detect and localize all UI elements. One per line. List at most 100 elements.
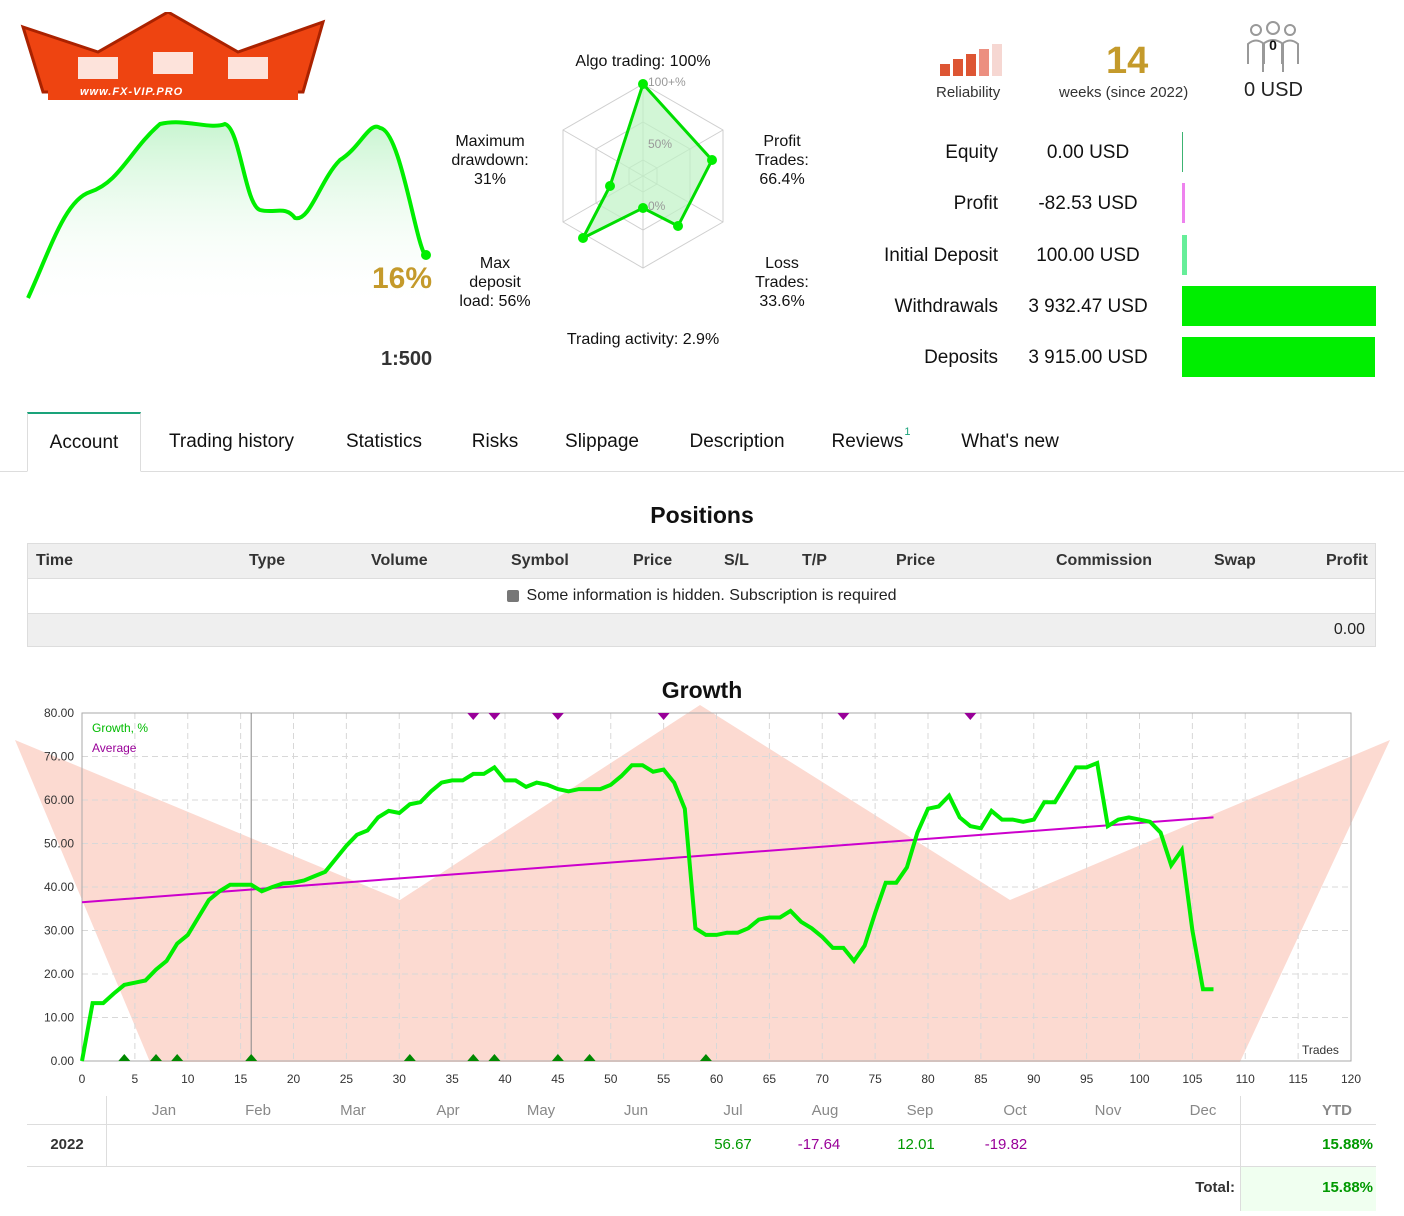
tab-risks[interactable]: Risks [471,431,519,452]
growth-chart: 0.00 10.00 20.00 30.00 40.00 50.00 60.00 70.00 8… [15,705,1390,1086]
deposit-marker-icon [150,1054,163,1061]
radar-scale-0: 0% [648,199,666,213]
withdrawal-marker-icon [488,713,501,720]
radar-label-loss: Loss Trades: 33.6% [755,255,809,310]
lock-icon [506,590,519,602]
withdrawal-marker-icon [657,713,670,720]
radar-label-activity: Trading activity: 2.9% [566,331,720,348]
watermark-logo [15,705,1390,1062]
month-jan: Jan [151,1102,177,1119]
y-tick-label: 50.00 [44,837,74,851]
y-tick-label: 40.00 [44,880,74,894]
positions-title: Positions [650,502,754,528]
col-type[interactable]: Type [249,552,286,569]
col-time[interactable]: Time [36,552,74,569]
tab-description[interactable]: Description [689,431,785,452]
radar-scale-50: 50% [648,137,672,151]
mini-growth-percent: 16% [372,262,433,295]
stat-bar [1182,337,1375,377]
withdrawal-marker-icon [551,713,564,720]
hidden-message: Some information is hidden. Subscription… [526,587,897,604]
x-tick-label: 10 [181,1072,195,1086]
x-tick-label: 110 [1236,1072,1255,1086]
month-jun: Jun [623,1102,649,1119]
x-tick-label: 75 [868,1072,882,1086]
year-label: 2022 [50,1136,84,1153]
stat-label: Deposits [924,347,998,368]
growth-series-line [80,760,1214,1062]
positions-table: Time Type Volume Symbol Price S/L T/P Pr… [27,543,1376,647]
col-price[interactable]: Price [896,552,936,569]
x-axis-ticks: 0 5 10 15 20 25 30 35 40 45 50 55 60 65 70 75 80 85 90 95 10… [79,1072,1362,1086]
reliability-bars-icon [940,44,1002,76]
tab-slippage[interactable]: Slippage [565,431,639,452]
y-tick-label: 30.00 [44,924,74,938]
deposit-marker-icon [171,1054,184,1061]
legend-growth: Growth, % [92,721,148,735]
deposit-marker-icon [467,1054,480,1061]
logo[interactable]: www.FX-VIP.PRO [18,10,328,102]
col-volume[interactable]: Volume [371,552,428,569]
positions-total: 0.00 [28,613,1375,646]
stat-equity: Equity 0.00 USD [860,132,1380,186]
col-swap[interactable]: Swap [1214,552,1256,569]
x-tick-label: 115 [1289,1072,1308,1086]
tab-trading-history[interactable]: Trading history [169,431,294,452]
value-sep[interactable]: 12.01 [897,1136,935,1153]
month-apr: Apr [436,1102,460,1119]
stat-value: 3 932.47 USD [1028,296,1148,317]
x-tick-label: 0 [79,1072,86,1086]
y-tick-label: 60.00 [44,793,74,807]
stat-label: Profit [953,193,998,214]
tab-reviews[interactable]: Reviews 1 [831,426,911,452]
stat-value: 100.00 USD [1036,245,1140,266]
x-tick-label: 65 [763,1072,777,1086]
y-tick-label: 0.00 [51,1054,75,1068]
radar-label-load: Max deposit load: 56% [459,255,531,310]
tab-statistics[interactable]: Statistics [345,431,423,452]
x-tick-label: 105 [1182,1072,1202,1086]
tab-bar: Account Trading history Statistics Risks… [0,412,1404,472]
col-symbol[interactable]: Symbol [511,552,569,569]
tab-whats-new[interactable]: What's new [961,431,1059,452]
col-commission[interactable]: Commission [1056,552,1153,569]
x-tick-label: 95 [1080,1072,1094,1086]
month-may: May [526,1102,556,1119]
x-tick-label: 80 [921,1072,935,1086]
radar-label-algo: Algo trading: 100% [575,53,711,70]
mini-growth-chart [26,120,431,310]
deposit-marker-icon [551,1054,564,1061]
col-sl[interactable]: S/L [724,552,749,569]
crown-logo-icon [20,10,326,100]
x-tick-label: 40 [498,1072,512,1086]
value-jul[interactable]: 56.67 [714,1136,752,1153]
stat-value: 0.00 USD [1046,142,1130,163]
month-feb: Feb [245,1102,271,1119]
x-axis-label: Trades [1302,1043,1339,1057]
deposit-marker-icon [699,1054,712,1061]
total-value: 15.88% [1322,1179,1373,1196]
col-price-open[interactable]: Price [633,552,673,569]
x-tick-label: 100 [1129,1072,1149,1086]
deposit-marker-icon [488,1054,501,1061]
radar-chart: 100+% 50% 0% [562,75,724,269]
col-tp[interactable]: T/P [802,552,827,569]
stat-bar [1182,132,1183,172]
month-sep: Sep [906,1102,934,1119]
legend-average: Average [92,741,137,755]
ytd-header: YTD [1322,1102,1352,1119]
stat-bar [1182,235,1187,275]
y-tick-label: 70.00 [44,750,74,764]
stat-withdrawals: Withdrawals 3 932.47 USD [860,286,1380,340]
stat-label: Withdrawals [894,296,998,317]
withdrawal-marker-icon [467,713,480,720]
value-oct[interactable]: -19.82 [984,1136,1028,1153]
col-profit[interactable]: Profit [1326,552,1368,569]
subscribers-icon[interactable] [1244,20,1302,76]
logo-text: www.FX-VIP.PRO [80,86,184,98]
yearly-returns-table: Jan Feb Mar Apr May Jun Jul Aug Sep Oct … [27,1096,1376,1211]
value-aug[interactable]: -17.64 [797,1136,841,1153]
radar-label-drawdown: Maximum drawdown: 31% [451,133,529,188]
tab-account[interactable]: Account [27,412,141,472]
withdrawal-marker-icon [964,713,977,720]
